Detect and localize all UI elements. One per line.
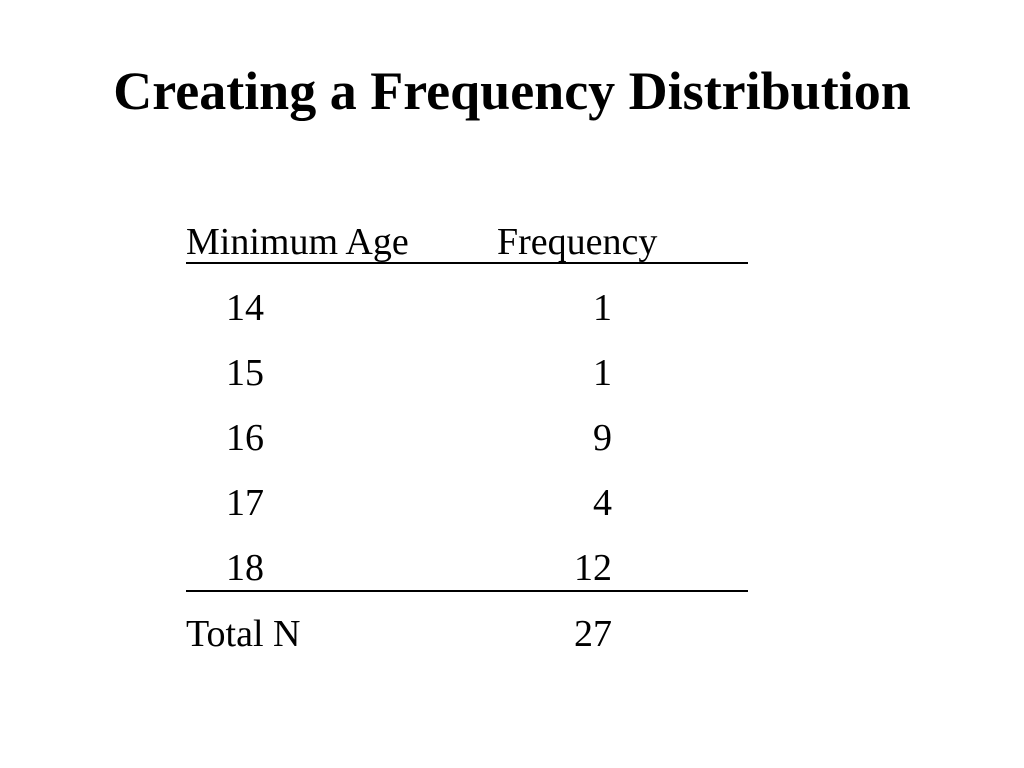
age-cell: 14 (226, 287, 264, 329)
age-cell: 16 (226, 417, 264, 459)
header-rule (186, 262, 748, 264)
title: Creating a Frequency Distribution (113, 61, 911, 121)
age-cell: 15 (226, 352, 264, 394)
header-cell: Minimum Age (186, 221, 409, 263)
header-cell: Frequency (497, 221, 658, 263)
total-label: Total N (186, 613, 301, 655)
frequency-cell: 1 (593, 352, 612, 394)
total-value: 27 (574, 613, 612, 655)
frequency-cell: 9 (593, 417, 612, 459)
age-cell: 18 (226, 547, 264, 589)
frequency-cell: 12 (574, 547, 612, 589)
total-rule (186, 590, 748, 592)
frequency-cell: 4 (593, 482, 612, 524)
frequency-cell: 1 (593, 287, 612, 329)
age-cell: 17 (226, 482, 264, 524)
